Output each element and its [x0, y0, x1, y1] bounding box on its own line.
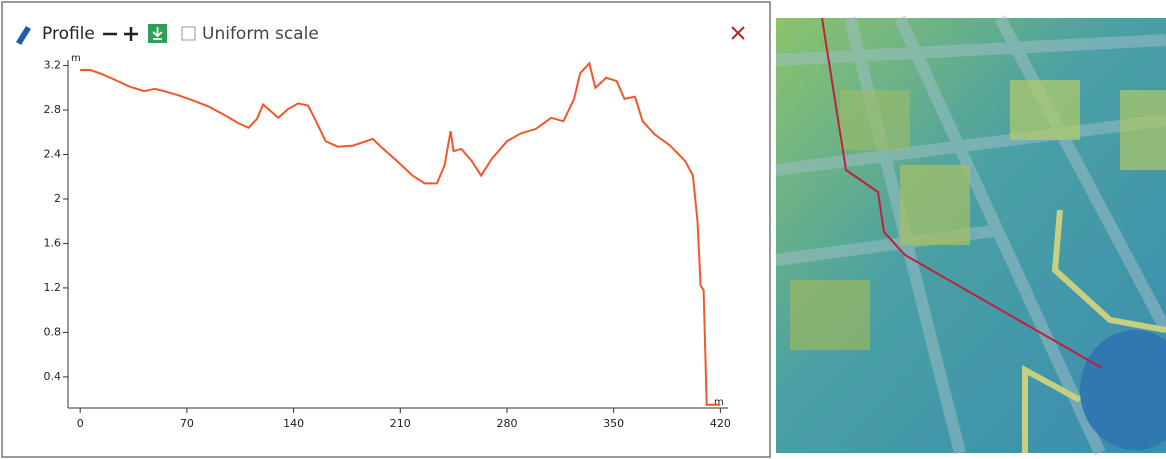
x-tick-label: 70 — [180, 417, 194, 430]
y-tick-label: 1.2 — [44, 281, 62, 294]
x-tick-label: 280 — [496, 417, 517, 430]
y-tick-label: 3.2 — [44, 59, 62, 72]
checkbox[interactable] — [182, 27, 195, 40]
y-tick-label: 2 — [54, 192, 61, 205]
y-tick-label: 2.4 — [44, 148, 62, 161]
toolbar-title: Profile — [42, 24, 95, 44]
building — [1120, 90, 1166, 170]
x-tick-label: 0 — [77, 417, 84, 430]
x-tick-label: 210 — [390, 417, 411, 430]
x-tick-label: 420 — [710, 417, 731, 430]
building — [900, 165, 970, 245]
x-tick-label: 140 — [283, 417, 304, 430]
checkbox-label[interactable]: Uniform scale — [202, 24, 319, 44]
panel-border — [2, 2, 770, 457]
y-tick-label: 2.8 — [44, 103, 62, 116]
y-unit: m — [71, 53, 81, 64]
building — [840, 90, 910, 150]
y-tick-label: 1.6 — [44, 236, 62, 249]
x-unit: m — [714, 397, 724, 408]
screen: Profile Uniform scale m m 0.4 0.8 1.2 1.6 2 2.4… — [0, 0, 1166, 459]
building — [1010, 80, 1080, 140]
map-view — [776, 18, 1166, 453]
profile-panel: Profile Uniform scale m m 0.4 0.8 1.2 1.6 2 2.4… — [0, 0, 1166, 459]
x-tick-label: 350 — [603, 417, 624, 430]
y-tick-label: 0.8 — [44, 325, 62, 338]
y-tick-label: 0.4 — [44, 370, 62, 383]
building — [790, 280, 870, 350]
